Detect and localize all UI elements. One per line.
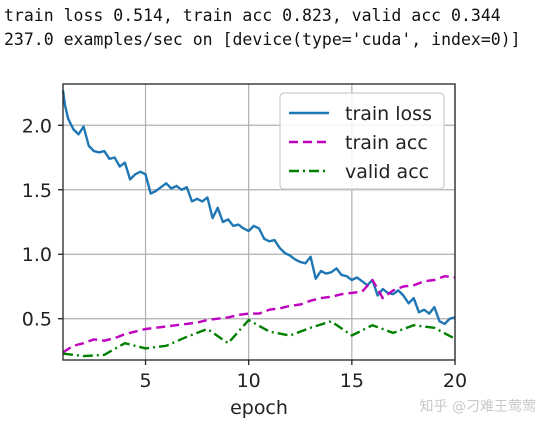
series-line-2 bbox=[62, 318, 456, 358]
series-line-1 bbox=[62, 275, 456, 354]
watermark-text: 知乎 @刁难王莺莺 bbox=[420, 398, 536, 415]
y-tick-label-1: 1.0 bbox=[22, 244, 52, 266]
y-tick-label-2: 1.5 bbox=[22, 180, 52, 202]
y-tick-label-3: 2.0 bbox=[22, 115, 52, 137]
legend-label-2: valid acc bbox=[345, 161, 429, 183]
x-tick-label-2: 15 bbox=[340, 370, 364, 392]
training-log: train loss 0.514, train acc 0.823, valid… bbox=[4, 4, 521, 52]
x-tick-label-3: 20 bbox=[443, 370, 467, 392]
x-axis-title: epoch bbox=[230, 397, 288, 419]
legend-label-1: train acc bbox=[345, 132, 428, 154]
x-tick-label-1: 10 bbox=[237, 370, 261, 392]
y-tick-label-0: 0.5 bbox=[22, 309, 52, 331]
legend-label-0: train loss bbox=[345, 103, 432, 125]
log-line-1: train loss 0.514, train acc 0.823, valid… bbox=[4, 6, 501, 25]
legend-box bbox=[279, 92, 445, 190]
plot-frame bbox=[62, 83, 456, 361]
log-line-2: 237.0 examples/sec on [device(type='cuda… bbox=[4, 30, 521, 49]
x-tick-label-0: 5 bbox=[139, 370, 151, 392]
